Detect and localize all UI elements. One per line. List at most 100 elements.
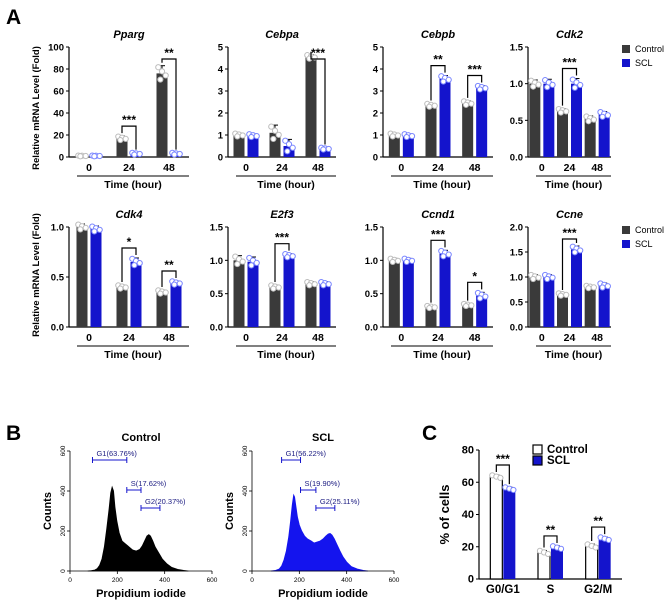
control-bar — [233, 135, 245, 157]
replicate-dot — [394, 132, 402, 139]
legend-label: Control — [547, 444, 588, 456]
replicate-dot — [585, 118, 592, 125]
scl-legend-swatch — [532, 455, 543, 466]
replicate-dot — [284, 254, 291, 261]
x-axis-title: Time (hour) — [104, 179, 162, 191]
significance-label: ** — [164, 46, 174, 60]
control-bar — [557, 110, 568, 157]
scl-bar — [551, 547, 563, 579]
significance-label: ** — [593, 514, 603, 528]
replicate-dot — [117, 285, 124, 292]
x-tick-label: 24 — [432, 162, 444, 174]
y-tick-label: 60 — [53, 87, 64, 98]
replicate-dot — [497, 474, 504, 481]
x-tick-label: 24 — [564, 332, 576, 344]
y-tick-label: 0.5 — [510, 116, 524, 127]
replicate-dot — [239, 132, 246, 139]
y-tick-label: 0.0 — [210, 323, 223, 334]
control-bar — [116, 287, 128, 327]
significance-label: *** — [496, 452, 510, 466]
replicate-dot — [176, 150, 183, 158]
replicate-dot — [234, 260, 241, 268]
x-axis-title: Time (hour) — [104, 349, 162, 361]
y-axis-title: Counts — [224, 492, 236, 530]
control-bar — [425, 307, 437, 327]
replicate-dot — [253, 259, 260, 267]
gate-label: G1(56.22%) — [286, 449, 327, 458]
chart-3: Cdk2 0.0 0.5 1.0 1.5 0 24 48 *** Time (hour) Contr… — [510, 29, 664, 191]
significance-label: *** — [562, 226, 576, 240]
replicate-dot — [289, 253, 296, 260]
replicate-dot — [590, 116, 597, 123]
y-tick-label: 200 — [242, 525, 249, 536]
significance-bracket — [121, 247, 137, 282]
x-tick-label: 400 — [341, 577, 352, 584]
scl-bar — [598, 114, 610, 157]
y-tick-label: 20 — [462, 541, 474, 553]
replicate-dot — [426, 103, 433, 110]
x-axis-title: Propidium iodide — [96, 588, 186, 600]
replicate-dot — [445, 251, 452, 258]
y-axis-title: Counts — [42, 492, 54, 530]
y-tick-label: 40 — [462, 509, 474, 521]
replicate-dot — [445, 76, 452, 83]
y-tick-label: 0 — [468, 574, 474, 586]
replicate-dot — [136, 259, 143, 267]
significance-bracket — [121, 125, 137, 150]
x-axis-title: Time (hour) — [545, 179, 603, 191]
replicate-dot — [268, 123, 275, 130]
chart-1: Cebpa 0 1 2 3 4 5 0 24 48 *** Time (hour) — [218, 29, 336, 191]
replicate-dot — [157, 76, 164, 83]
control-bar — [584, 118, 596, 157]
replicate-dot — [476, 86, 484, 93]
control-bar — [305, 56, 317, 157]
y-tick-label: 40 — [53, 109, 64, 120]
replicate-dot — [592, 544, 599, 551]
replicate-dot — [510, 486, 517, 494]
y-tick-label: 0 — [373, 153, 378, 164]
x-tick-label: G2/M — [584, 584, 612, 596]
x-tick-label: 0 — [398, 162, 404, 174]
x-tick-label: 0 — [86, 162, 92, 174]
control-bar — [116, 138, 128, 157]
scl-bar — [402, 135, 414, 157]
replicate-dot — [122, 135, 129, 142]
control-bar — [156, 73, 168, 157]
scl-bar — [439, 78, 451, 157]
replicate-dot — [549, 81, 556, 88]
replicate-dot — [117, 136, 124, 144]
y-tick-label: 2.0 — [510, 223, 523, 234]
y-tick-label: 600 — [242, 445, 249, 456]
control-bar — [425, 105, 437, 157]
ylabel-row1: Relative mRNA Level (Fold) — [31, 46, 42, 170]
replicate-dot — [440, 78, 447, 85]
significance-label: *** — [431, 227, 445, 241]
y-tick-label: 1.0 — [365, 256, 378, 267]
gate-label: S(17.62%) — [131, 479, 167, 488]
replicate-dot — [440, 253, 447, 260]
chart-5: E2f3 0.0 0.5 1.0 1.5 0 24 48 *** Time (hour) — [210, 209, 336, 361]
y-tick-label: 0.5 — [365, 289, 379, 300]
scl-legend-swatch — [622, 240, 630, 248]
scl-bar — [402, 260, 414, 327]
scl-bar — [476, 87, 488, 157]
control-legend-swatch — [622, 45, 630, 53]
x-tick-label: 24 — [123, 162, 135, 174]
replicate-dot — [253, 133, 260, 140]
scl-bar — [90, 229, 102, 327]
replicate-dot — [563, 108, 570, 115]
replicate-dot — [171, 151, 178, 158]
replicate-dot — [577, 247, 584, 254]
control-legend-swatch — [532, 444, 543, 455]
significance-bracket — [467, 74, 483, 98]
scl-bar — [476, 295, 488, 327]
replicate-dot — [158, 68, 166, 75]
scl-legend-swatch — [622, 59, 630, 67]
replicate-dot — [599, 113, 606, 120]
replicate-dot — [403, 133, 410, 141]
y-tick-label: 0 — [242, 569, 249, 573]
